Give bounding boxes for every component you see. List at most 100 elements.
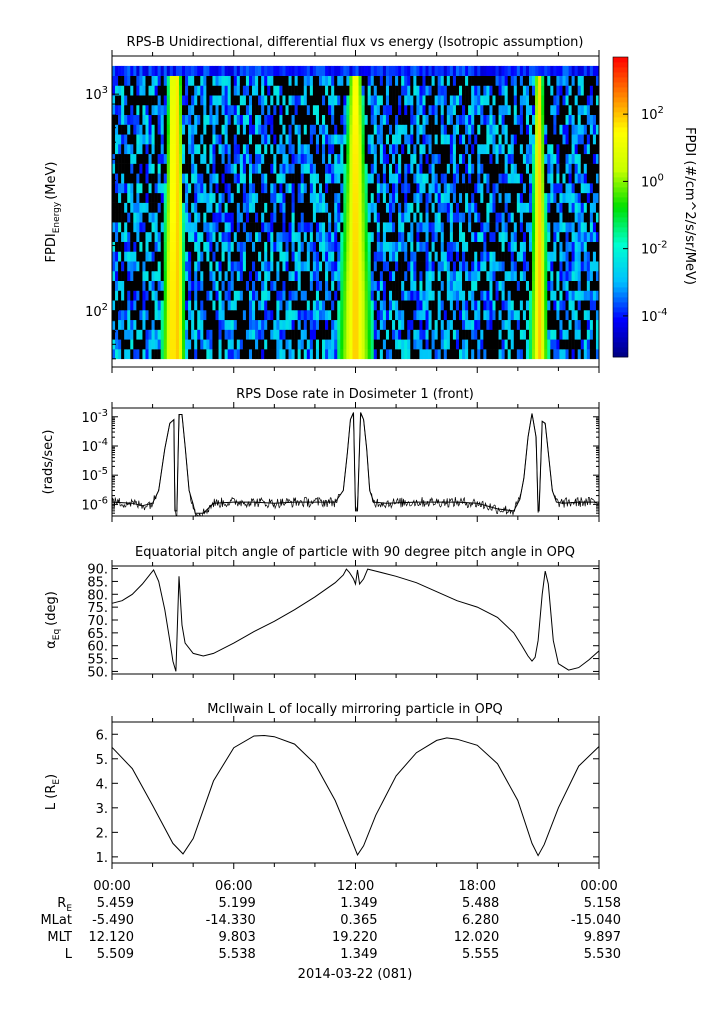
colorbar-segment — [613, 352, 628, 358]
spectrogram-cell — [398, 270, 402, 281]
spectrogram-cell — [586, 173, 591, 184]
spectrogram-cell — [200, 104, 204, 116]
spectrogram-cell — [325, 114, 329, 125]
spectrogram-cell — [586, 163, 591, 174]
spectrogram-cell — [547, 329, 551, 340]
spectrogram-cell — [197, 134, 201, 145]
spectrogram-cell — [115, 192, 119, 203]
spectrogram-cell — [583, 222, 588, 233]
spectrogram-cell — [182, 270, 186, 281]
spectrogram-cell — [121, 231, 125, 242]
spectrogram-cell — [242, 75, 247, 86]
spectrogram-cell — [516, 104, 521, 116]
spectrogram-cell — [428, 290, 432, 301]
spectrogram-cell — [206, 310, 210, 321]
spectrogram-cell — [431, 124, 435, 135]
spectrogram-cell — [541, 339, 545, 350]
spectrogram-cell — [124, 124, 128, 135]
spectrogram-cell — [151, 85, 155, 96]
spectrogram-cell — [468, 300, 472, 311]
spectrogram-cell — [385, 104, 390, 116]
spectrogram-cell — [142, 114, 146, 125]
spectrogram-cell — [282, 95, 286, 106]
spectrogram-cell — [154, 280, 158, 291]
spectrogram-cell — [166, 241, 171, 252]
spectrogram-cell — [182, 85, 186, 96]
spectrogram-cell — [148, 95, 152, 106]
spectrogram-cell — [175, 319, 180, 330]
spectrogram-cell — [303, 280, 308, 291]
spectrogram-cell — [471, 75, 475, 86]
spectrogram-cell — [392, 261, 396, 272]
spectrogram-cell — [465, 114, 469, 125]
spectrogram-cell — [428, 231, 432, 242]
spectrogram-cell — [522, 192, 527, 203]
spectrogram-cell — [215, 202, 219, 213]
spectrogram-cell — [306, 134, 311, 145]
spectrogram-cell — [462, 270, 466, 281]
spectrogram-cell — [270, 251, 274, 262]
spectrogram-cell — [136, 300, 140, 311]
spectrogram-cell — [434, 329, 438, 340]
spectrogram-cell — [425, 319, 429, 330]
colorbar-segment — [613, 302, 628, 308]
spectrogram-cell — [145, 339, 149, 350]
spectrogram-cell — [282, 310, 286, 321]
spectrogram-cell — [568, 222, 572, 233]
spectrogram-cell — [121, 144, 125, 155]
spectrogram-cell — [215, 144, 219, 155]
spectrogram-cell — [230, 95, 235, 106]
spectrogram-cell — [297, 124, 302, 135]
spectrogram-cell — [288, 270, 292, 281]
spectrogram-cell — [255, 300, 259, 311]
spectrogram-cell — [583, 290, 588, 301]
spectrogram-cell — [142, 300, 146, 311]
spectrogram-cell — [279, 339, 283, 350]
spectrogram-cell — [151, 251, 155, 262]
spectrogram-cell — [121, 134, 125, 145]
spectrogram-cell — [388, 183, 393, 194]
spectrogram-cell — [583, 75, 588, 86]
spectrogram-cell — [422, 212, 426, 223]
spectrogram-cell — [443, 202, 448, 213]
spectrogram-cell — [206, 192, 210, 203]
spectrogram-cell — [267, 339, 271, 350]
spectrogram-cell — [565, 124, 569, 135]
spectrogram-cell — [270, 153, 274, 164]
spectrogram-cell — [407, 261, 411, 272]
spectrogram-cell — [547, 183, 551, 194]
spectrogram-cell — [130, 231, 134, 242]
spectrogram-cell — [270, 329, 274, 340]
spectrogram-cell — [118, 144, 122, 155]
spectrogram-cell — [145, 114, 149, 125]
spectrogram-cell — [544, 300, 548, 311]
spectrogram-cell — [416, 75, 420, 86]
spectrogram-cell — [185, 251, 189, 262]
spectrogram-cell — [343, 310, 347, 321]
spectrogram-cell — [215, 300, 219, 311]
spectrogram-cell — [209, 85, 213, 96]
spectrogram-cell — [449, 339, 454, 350]
spectrogram-cell — [355, 192, 359, 203]
spectrogram-cell — [544, 329, 548, 340]
spectrogram-cell — [267, 202, 271, 213]
spectrogram-cell — [239, 339, 244, 350]
spectrogram-cell — [458, 173, 463, 184]
spectrogram-cell — [331, 241, 335, 252]
spectrogram-cell — [510, 241, 515, 252]
spectrogram-cell — [507, 65, 512, 76]
spectrogram-cell — [550, 310, 554, 321]
spectrogram-cell — [571, 85, 575, 96]
spectrogram-cell — [407, 65, 411, 76]
spectrogram-cell — [452, 349, 457, 360]
spectrogram-cell — [416, 329, 420, 340]
spectrogram-cell — [139, 339, 143, 350]
colorbar-segment — [613, 92, 628, 98]
spectrogram-cell — [492, 95, 496, 106]
spectrogram-cell — [221, 183, 225, 194]
spectrogram-cell — [255, 144, 259, 155]
spectrogram-cell — [175, 114, 180, 125]
spectrogram-cell — [224, 75, 228, 86]
spectrogram-cell — [212, 183, 216, 194]
spectrogram-cell — [264, 192, 268, 203]
